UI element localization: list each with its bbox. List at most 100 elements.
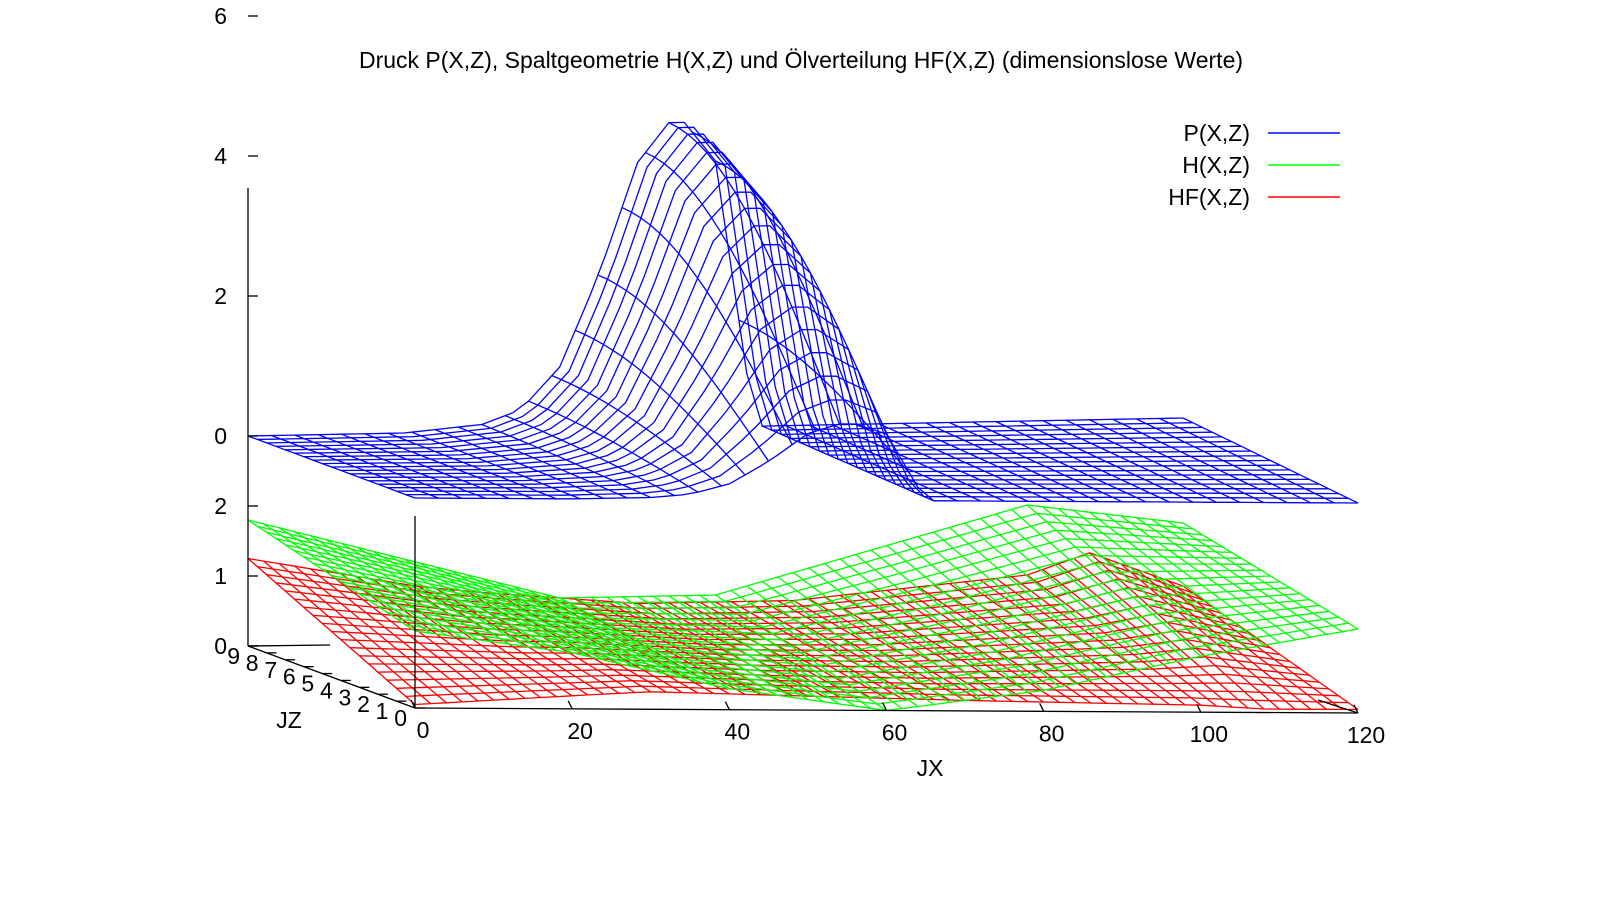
- p-surface-line-48: [925, 422, 1099, 503]
- h-surface-line-65: [964, 522, 1139, 671]
- h-surface-line-50: [730, 589, 903, 710]
- p-surface-line-56: [1112, 418, 1288, 504]
- h-surface-line-28: [387, 554, 557, 652]
- p-surface-line-26: [411, 431, 581, 500]
- h-surface-line-51: [746, 585, 919, 708]
- hf-surface-line-51: [746, 600, 919, 700]
- x-axis-label: JX: [917, 755, 944, 781]
- z-tick-8: 8: [246, 650, 259, 676]
- p-surface-line-30: [504, 414, 675, 497]
- p-surface-line-59: [1182, 417, 1359, 504]
- h-surface-line-39: [559, 597, 730, 690]
- p-surface-line-37: [668, 122, 841, 425]
- z-tick-0: 0: [394, 705, 407, 731]
- p-surface-line-41: [762, 425, 934, 502]
- hf-surface-line-77: [1151, 574, 1327, 710]
- h-surface-line-48: [699, 594, 872, 709]
- hf-surface-line-23: [309, 568, 479, 702]
- x-tick-mark-6: [1353, 704, 1359, 714]
- p-surface-line-21: [294, 434, 463, 499]
- x-tick-120: 120: [1347, 722, 1385, 748]
- p-surface-line-51: [995, 421, 1170, 503]
- p-surface-line-34: [598, 274, 770, 462]
- h-surface-line-26: [356, 546, 526, 647]
- legend: P(X,Z) H(X,Z) HF(X,Z): [1168, 120, 1340, 210]
- h-surface-line-30: [419, 562, 589, 657]
- x-tick-mark-1: [567, 700, 573, 710]
- h-surface-line-33: [465, 574, 636, 668]
- h-surface-line-78: [1167, 520, 1343, 633]
- x-tick-80: 80: [1039, 720, 1065, 746]
- h-surface-line-62: [917, 536, 1092, 681]
- h-surface-line-23: [309, 535, 479, 641]
- p-surface-line-17: [257, 126, 1193, 441]
- h-surface-line-21: [278, 527, 447, 636]
- hf-surface-line-25: [341, 573, 510, 700]
- hf-surface-line-70: [1042, 568, 1217, 707]
- z-tick-1: 1: [376, 698, 389, 724]
- x-tick-20: 20: [567, 718, 593, 744]
- h-surface-line-64: [948, 527, 1123, 674]
- hf-surface-line-58: [855, 593, 1029, 703]
- z-tick-4: 4: [320, 677, 333, 703]
- hf-surface-line-47: [683, 602, 856, 698]
- hf-surface-line-20: [263, 560, 432, 705]
- p-surface-line-32: [551, 374, 722, 487]
- hf-surface-line-19: [247, 558, 416, 705]
- x-tick-60: 60: [882, 720, 908, 746]
- legend-label-1: H(X,Z): [1182, 152, 1250, 178]
- lower-tick-0: 0: [214, 633, 227, 659]
- h-surface-line-36: [512, 585, 683, 679]
- p-surface-line-43: [808, 424, 982, 502]
- p-surface-line-53: [1042, 420, 1217, 503]
- h-surface-line-24: [325, 538, 494, 643]
- p-surface-line-45: [855, 423, 1029, 502]
- p-surface-line-50: [972, 421, 1147, 503]
- hf-surface-line-55: [808, 598, 982, 702]
- hf-surface-line-66: [980, 579, 1155, 705]
- upper-tick-2: 2: [214, 283, 227, 309]
- p-surface-line-35: [621, 207, 793, 445]
- z-axis-label: JZ: [276, 707, 302, 733]
- back-base-line: [247, 644, 331, 647]
- hf-surface-line-69: [1026, 574, 1202, 706]
- p-surface-line-22: [317, 433, 486, 500]
- hf-surface-line-62: [917, 586, 1092, 704]
- h-surface-line-61: [902, 540, 1076, 685]
- h-surface-line-57: [839, 558, 1013, 695]
- upper-tick-6: 6: [214, 3, 227, 29]
- p-surface-line-31: [528, 400, 699, 493]
- h-surface-line-60: [886, 544, 1060, 688]
- h-surface-line-76: [1135, 517, 1312, 638]
- p-surface: [247, 121, 1359, 504]
- p-surface-line-42: [785, 425, 958, 502]
- h-surface-line-73: [1089, 511, 1265, 646]
- hf-surface-line-48: [699, 601, 872, 699]
- hf-surface-line-78: [1167, 579, 1343, 710]
- hf-surface-line-53: [777, 600, 950, 701]
- x-tick-mark-5: [1196, 703, 1202, 713]
- z-tick-9: 9: [227, 643, 240, 669]
- h-surface-line-32: [450, 570, 620, 665]
- h-surface-line-70: [1042, 506, 1217, 654]
- h-surface-line-75: [1120, 515, 1296, 641]
- z-axis-line: [247, 645, 416, 709]
- z-tick-6: 6: [283, 664, 296, 690]
- p-surface-line-54: [1065, 419, 1241, 503]
- h-surface-line-56: [824, 562, 997, 697]
- h-surface-line-40: [574, 597, 746, 692]
- x-tick-mark-4: [1039, 703, 1045, 712]
- p-surface-line-23: [341, 433, 510, 500]
- h-surface-line-77: [1151, 518, 1327, 635]
- z-tick-3: 3: [339, 684, 352, 710]
- lower-tick-2: 2: [214, 493, 227, 519]
- p-surface-line-49: [949, 421, 1123, 503]
- h-surface-line-58: [855, 553, 1029, 693]
- hf-surface-line-24: [325, 570, 494, 701]
- upper-tick-4: 4: [214, 143, 227, 169]
- x-tick-40: 40: [725, 719, 751, 745]
- upper-tick-0: 0: [214, 423, 227, 449]
- h-surface-line-29: [403, 558, 573, 654]
